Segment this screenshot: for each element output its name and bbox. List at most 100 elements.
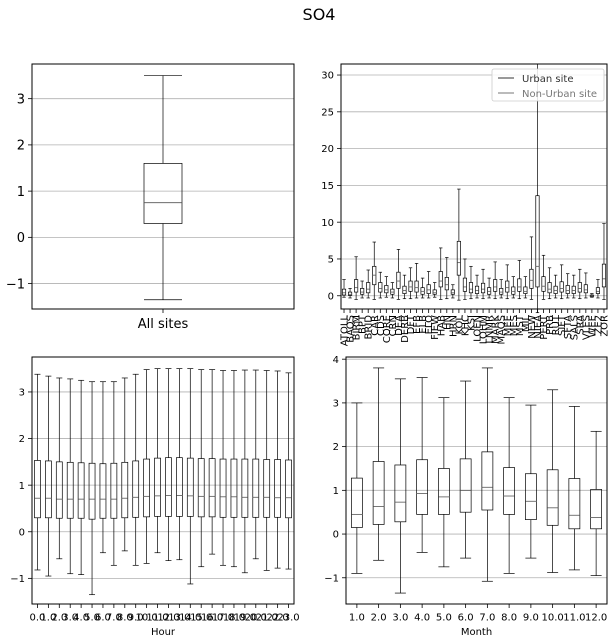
y-tick-label: 0 (17, 231, 25, 246)
box (208, 458, 216, 518)
box (523, 286, 528, 294)
x-tick-label: 3.0 (392, 613, 408, 624)
x-tick-label: 3.0 (62, 613, 78, 624)
y-tick-label: 2 (19, 434, 25, 445)
x-tick-label: 4.0 (73, 613, 89, 624)
box (348, 291, 353, 296)
x-tick-label: 6.0 (95, 613, 111, 624)
box (351, 477, 363, 528)
box (511, 286, 516, 295)
x-tick-label: 21.0 (256, 613, 278, 624)
box (493, 279, 498, 292)
box (414, 280, 419, 293)
box (121, 461, 129, 519)
box (219, 458, 227, 518)
x-tick-label: 9.0 (523, 613, 539, 624)
x-tick-label: SIFT (557, 314, 568, 336)
box (462, 277, 467, 292)
x-tick-label: BIRM (352, 315, 363, 340)
x-axis-label: Month (461, 627, 492, 638)
box (143, 163, 183, 224)
x-tick-label: All sites (138, 317, 189, 332)
x-tick-label: 0.0 (30, 613, 46, 624)
box (394, 464, 407, 523)
y-tick-label: 1 (19, 481, 25, 492)
y-tick-label: 3 (17, 92, 25, 107)
x-tick-label: NEW (527, 315, 538, 339)
panel-by-site: 0 5 10 15 20 25 30 ATOLLBAQSBIRMBPTBRIDCARCDSCO… (321, 63, 610, 346)
x-tick-label: 10.0 (135, 613, 157, 624)
x-tick-label: KHC (460, 315, 471, 336)
box (468, 282, 474, 294)
x-tick-label: 18.0 (223, 613, 245, 624)
axes-frame (340, 63, 608, 310)
box (474, 285, 480, 294)
axes-frame (345, 356, 608, 605)
box (583, 284, 588, 294)
x-tick-label: MARK (491, 315, 502, 344)
box (66, 461, 74, 519)
x-tick-label: DFT (406, 314, 417, 334)
y-tick-label: 2 (17, 139, 25, 154)
x-tick-label: ELO (424, 315, 435, 335)
x-tick-label: 7.0 (479, 613, 495, 624)
y-tick-label: 25 (321, 107, 334, 118)
x-tick-label: 11.0 (563, 613, 585, 624)
box (444, 277, 449, 291)
box (541, 276, 546, 292)
box (595, 287, 600, 294)
x-tick-label: 17.0 (212, 613, 234, 624)
box (601, 263, 607, 288)
y-tick-label: −1 (10, 574, 25, 585)
x-axis-label: Hour (151, 627, 176, 638)
y-tick-label: 20 (321, 144, 334, 155)
x-tick-label: MES (509, 315, 520, 336)
box (402, 285, 407, 294)
x-tick-label: 23.0 (277, 613, 299, 624)
box (274, 459, 281, 518)
legend-label: Non-Urban site (522, 89, 597, 100)
x-tick-label: 5.0 (436, 613, 452, 624)
box (241, 458, 249, 518)
legend (491, 68, 605, 102)
x-tick-label: HAB (436, 315, 447, 336)
figure-title: SO4 (303, 5, 336, 24)
x-tick-label: ELB (418, 315, 429, 334)
box (252, 458, 260, 518)
panel-by-month: −1 0 1 2 3 4 1.0 2.0 3.0 4.0 5.0 6.0 7.0 8.0 9.0 10.0 11… (324, 355, 608, 638)
x-tick-label: 5.0 (84, 613, 100, 624)
x-tick-label: 8.0 (117, 613, 133, 624)
x-tick-label: 20.0 (245, 613, 267, 624)
x-tick-label: 10.0 (541, 613, 563, 624)
y-tick-label: 15 (321, 181, 334, 192)
x-tick-label: CDS (376, 315, 387, 336)
box (416, 459, 428, 515)
x-tick-label: 2.0 (371, 613, 387, 624)
x-tick-label: 16.0 (201, 613, 223, 624)
x-tick-label: LOHM (479, 315, 490, 344)
x-tick-label: BPT (358, 314, 369, 334)
x-tick-label: ZE2 (593, 315, 604, 335)
box (505, 280, 510, 293)
box (285, 459, 292, 519)
box (535, 195, 540, 288)
box (384, 285, 389, 294)
box (55, 461, 63, 519)
legend-label: Urban site (522, 74, 573, 85)
box (456, 240, 461, 276)
y-tick-label: 5 (328, 255, 334, 266)
box (559, 281, 564, 293)
x-tick-label: 13.0 (168, 613, 190, 624)
x-tick-label: DERB (400, 315, 411, 343)
y-tick-label: 1 (333, 486, 339, 497)
box (378, 282, 383, 293)
x-tick-label: PERT (539, 314, 550, 340)
box (34, 460, 41, 519)
box (553, 285, 558, 294)
y-tick-label: 30 (321, 71, 334, 82)
x-tick-label: LNMR (485, 315, 496, 344)
box (88, 462, 96, 520)
x-tick-label: EFB (412, 315, 423, 334)
box (77, 462, 85, 519)
